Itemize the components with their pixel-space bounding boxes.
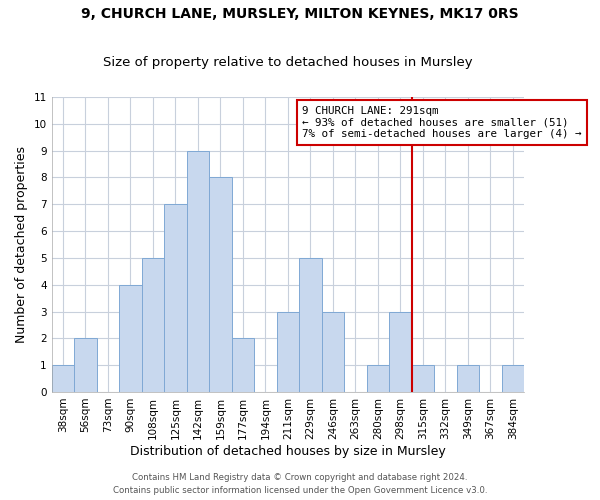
Text: 9 CHURCH LANE: 291sqm
← 93% of detached houses are smaller (51)
7% of semi-detac: 9 CHURCH LANE: 291sqm ← 93% of detached … [302, 106, 581, 139]
Bar [74, 338, 97, 392]
Bar [209, 178, 232, 392]
Y-axis label: Number of detached properties: Number of detached properties [15, 146, 28, 343]
Text: Contains HM Land Registry data © Crown copyright and database right 2024.
Contai: Contains HM Land Registry data © Crown c… [113, 474, 487, 495]
Title: Size of property relative to detached houses in Mursley: Size of property relative to detached ho… [103, 56, 473, 70]
Bar [142, 258, 164, 392]
Bar [389, 312, 412, 392]
Bar [457, 365, 479, 392]
Bar [119, 284, 142, 392]
Bar [412, 365, 434, 392]
Bar [187, 150, 209, 392]
Bar [52, 365, 74, 392]
Bar [299, 258, 322, 392]
Bar [277, 312, 299, 392]
Bar [322, 312, 344, 392]
X-axis label: Distribution of detached houses by size in Mursley: Distribution of detached houses by size … [130, 444, 446, 458]
Bar [232, 338, 254, 392]
Bar [164, 204, 187, 392]
Bar [502, 365, 524, 392]
Bar [367, 365, 389, 392]
Text: 9, CHURCH LANE, MURSLEY, MILTON KEYNES, MK17 0RS: 9, CHURCH LANE, MURSLEY, MILTON KEYNES, … [81, 8, 519, 22]
